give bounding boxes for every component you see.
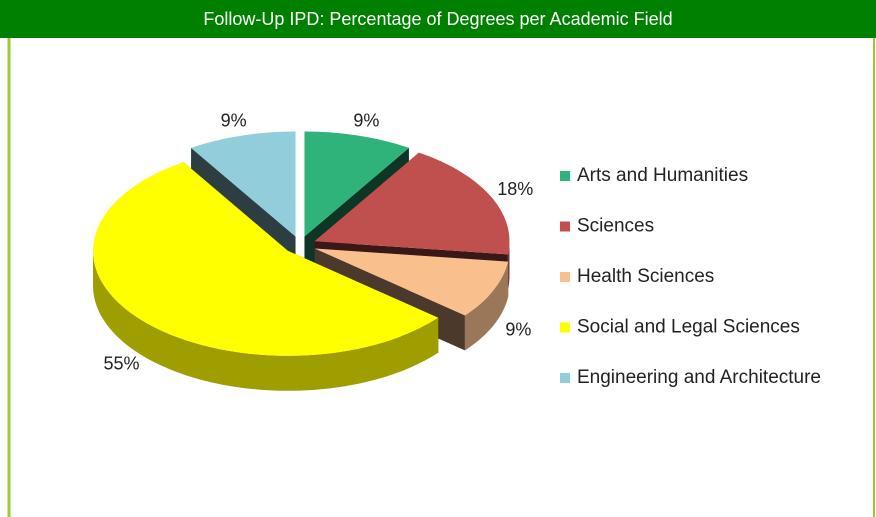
chart-title: Follow-Up IPD: Percentage of Degrees per… (203, 9, 672, 29)
data-label: 9% (505, 320, 531, 340)
legend-label: Health Sciences (577, 266, 714, 287)
legend-swatch (560, 322, 570, 333)
slice (191, 131, 296, 237)
legend-label: Sciences (577, 216, 654, 237)
data-label: 9% (353, 111, 379, 131)
legend-label: Arts and Humanities (577, 165, 748, 186)
legend-label: Engineering and Architecture (577, 367, 821, 388)
slice (314, 152, 510, 255)
slice (92, 162, 439, 356)
data-label: 55% (104, 353, 140, 373)
slice-side (507, 241, 510, 290)
data-label: 9% (221, 111, 247, 131)
slice (314, 248, 509, 316)
slice-side (464, 261, 509, 351)
header-bar (0, 0, 876, 38)
legend-swatch (560, 221, 570, 232)
slice (304, 131, 409, 237)
data-label: 18% (497, 179, 533, 199)
legend-swatch (560, 373, 570, 383)
slice-side (92, 250, 439, 391)
legend-swatch (560, 272, 570, 282)
legend-swatch (560, 171, 570, 181)
legend-label: Social and Legal Sciences (577, 317, 800, 338)
